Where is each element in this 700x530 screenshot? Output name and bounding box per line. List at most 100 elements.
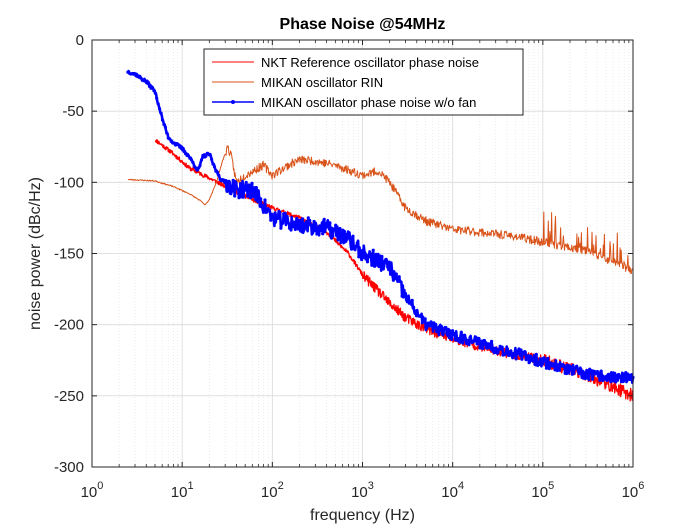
- data-point: [627, 373, 631, 377]
- data-point: [322, 217, 326, 221]
- data-point: [514, 357, 518, 361]
- x-tick-label: 104: [441, 480, 464, 501]
- data-point: [186, 154, 191, 158]
- data-point: [370, 263, 374, 267]
- data-point: [272, 216, 276, 220]
- data-point: [227, 179, 231, 183]
- data-point: [410, 298, 414, 302]
- data-point: [198, 163, 202, 168]
- data-point: [194, 166, 198, 170]
- legend-label: MIKAN oscillator phase noise w/o fan: [261, 95, 476, 110]
- series-line-2: [127, 145, 634, 274]
- series-layer: [126, 69, 635, 402]
- data-point: [619, 380, 624, 384]
- data-point: [283, 211, 287, 215]
- data-point: [605, 378, 609, 382]
- data-point: [628, 377, 632, 382]
- data-point: [505, 347, 509, 351]
- data-point: [621, 372, 625, 376]
- data-point: [292, 220, 296, 224]
- data-point: [388, 272, 393, 276]
- data-point: [466, 342, 471, 346]
- data-point: [156, 102, 160, 106]
- data-point: [435, 330, 439, 334]
- data-point: [618, 374, 622, 378]
- data-point: [246, 194, 250, 198]
- data-point: [273, 211, 277, 215]
- data-point: [150, 86, 154, 90]
- data-point: [371, 248, 375, 252]
- data-point: [316, 228, 320, 232]
- data-point: [526, 357, 530, 361]
- data-point: [230, 189, 234, 193]
- data-point: [599, 369, 603, 373]
- data-point: [365, 260, 370, 264]
- data-point: [458, 340, 462, 344]
- data-point: [515, 352, 520, 356]
- data-point: [438, 325, 442, 329]
- data-point: [355, 241, 359, 245]
- data-point: [264, 209, 268, 213]
- legend-box: [203, 48, 524, 116]
- data-point: [276, 216, 280, 220]
- data-point: [588, 367, 592, 371]
- data-point: [498, 344, 502, 348]
- data-point: [228, 191, 232, 195]
- data-point: [432, 321, 436, 325]
- data-point: [377, 264, 381, 269]
- data-point: [199, 158, 204, 162]
- data-point: [419, 314, 423, 318]
- y-tick-label: -300: [54, 459, 84, 476]
- series-markers-3: [126, 70, 635, 384]
- data-point: [238, 182, 243, 186]
- legend-label: NKT Reference oscillator phase noise: [261, 55, 479, 70]
- data-point: [189, 158, 193, 162]
- data-point: [609, 371, 614, 375]
- data-point: [500, 347, 504, 351]
- data-point: [625, 378, 629, 382]
- ticks: 100 101 102 103 104 105 106 0 -50 -100 -150 -200 -25…: [54, 32, 644, 501]
- data-point: [475, 342, 479, 346]
- x-axis-label: frequency (Hz): [310, 507, 415, 524]
- data-point: [595, 370, 599, 374]
- data-point: [348, 236, 352, 240]
- data-point: [315, 232, 319, 236]
- x-tick-label: 100: [81, 480, 104, 501]
- data-point: [277, 210, 281, 214]
- y-tick-label: 0: [76, 32, 84, 49]
- data-point: [354, 244, 358, 248]
- data-point: [452, 331, 456, 335]
- data-point: [364, 257, 368, 261]
- data-point: [474, 335, 478, 339]
- data-point: [231, 178, 235, 182]
- data-point: [406, 298, 410, 302]
- data-point: [596, 374, 601, 378]
- data-point: [162, 123, 166, 127]
- data-point: [247, 183, 251, 187]
- data-point: [429, 320, 433, 324]
- data-point: [495, 351, 499, 355]
- data-point: [606, 372, 611, 376]
- data-point: [459, 330, 463, 334]
- data-point: [448, 329, 452, 333]
- data-point: [351, 234, 355, 238]
- data-point: [601, 378, 605, 383]
- data-point: [210, 157, 214, 161]
- data-point: [380, 254, 384, 259]
- data-point: [352, 247, 357, 251]
- legend-item: MIKAN oscillator phase noise w/o fan: [212, 95, 476, 110]
- data-point: [146, 82, 150, 86]
- data-point: [425, 326, 429, 330]
- data-point: [630, 373, 634, 377]
- data-point: [413, 311, 417, 315]
- x-tick-label: 102: [261, 480, 284, 501]
- data-point: [390, 269, 394, 273]
- data-point: [211, 162, 215, 166]
- data-point: [565, 371, 569, 376]
- data-point: [394, 272, 398, 276]
- data-point: [508, 350, 512, 354]
- data-point: [527, 361, 531, 365]
- data-point: [332, 227, 336, 231]
